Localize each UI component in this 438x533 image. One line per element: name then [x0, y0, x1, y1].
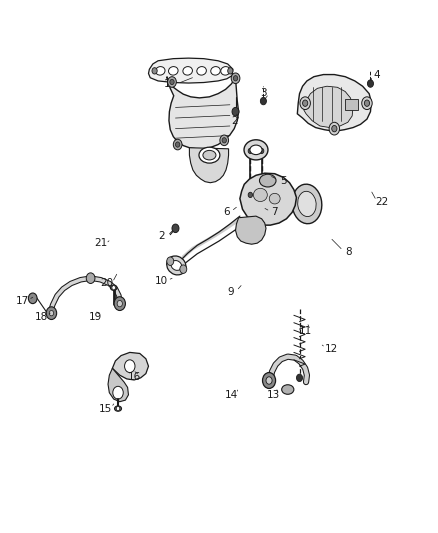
Text: 14: 14 [225, 390, 238, 400]
Circle shape [46, 307, 57, 319]
Ellipse shape [183, 67, 192, 75]
Ellipse shape [199, 147, 220, 163]
Circle shape [248, 192, 253, 198]
Ellipse shape [269, 193, 280, 204]
Text: 17: 17 [16, 296, 29, 306]
Circle shape [300, 97, 311, 110]
Polygon shape [236, 216, 266, 244]
Text: 3: 3 [260, 87, 267, 98]
Polygon shape [113, 352, 148, 380]
Text: 9: 9 [228, 287, 234, 297]
Circle shape [362, 97, 372, 110]
Circle shape [172, 224, 179, 232]
Ellipse shape [110, 285, 117, 290]
Text: 11: 11 [299, 326, 312, 336]
Text: 19: 19 [88, 312, 102, 322]
Text: 10: 10 [155, 276, 168, 286]
Circle shape [259, 192, 264, 198]
Circle shape [367, 80, 374, 87]
Circle shape [332, 125, 337, 132]
Polygon shape [297, 75, 371, 131]
Circle shape [231, 73, 240, 84]
Text: 16: 16 [127, 372, 141, 382]
Circle shape [364, 100, 370, 107]
Ellipse shape [211, 67, 220, 75]
Circle shape [117, 301, 122, 307]
Ellipse shape [259, 174, 276, 187]
Ellipse shape [298, 191, 316, 216]
Polygon shape [240, 173, 297, 225]
Ellipse shape [171, 261, 182, 270]
Circle shape [259, 148, 264, 154]
Text: 15: 15 [99, 403, 112, 414]
Circle shape [86, 273, 95, 284]
Text: 5: 5 [280, 175, 287, 185]
Circle shape [124, 360, 135, 373]
Circle shape [232, 108, 239, 116]
Ellipse shape [253, 188, 267, 201]
Circle shape [173, 139, 182, 150]
Polygon shape [148, 58, 233, 83]
Text: 21: 21 [94, 238, 107, 248]
Ellipse shape [197, 67, 206, 75]
Ellipse shape [221, 67, 230, 75]
Polygon shape [167, 77, 239, 149]
Circle shape [152, 68, 157, 74]
Circle shape [329, 122, 339, 135]
Circle shape [168, 77, 177, 87]
Ellipse shape [250, 145, 262, 155]
Ellipse shape [282, 385, 294, 394]
Circle shape [220, 135, 229, 146]
Text: 12: 12 [325, 344, 338, 354]
Text: 2: 2 [231, 116, 237, 126]
Circle shape [260, 98, 266, 105]
Text: 22: 22 [375, 197, 389, 207]
Circle shape [248, 148, 253, 154]
Ellipse shape [203, 150, 216, 160]
Circle shape [116, 407, 120, 411]
Circle shape [176, 142, 180, 147]
Circle shape [113, 386, 123, 399]
Circle shape [297, 374, 303, 382]
Circle shape [233, 76, 238, 81]
Polygon shape [189, 148, 229, 183]
Ellipse shape [244, 140, 268, 160]
Circle shape [222, 138, 226, 143]
Circle shape [167, 257, 174, 265]
Circle shape [180, 265, 187, 273]
Polygon shape [108, 368, 128, 402]
Circle shape [262, 373, 276, 389]
Ellipse shape [115, 406, 121, 411]
Text: 18: 18 [35, 312, 48, 322]
Circle shape [49, 311, 53, 316]
Circle shape [228, 68, 233, 74]
Ellipse shape [169, 67, 178, 75]
Ellipse shape [167, 256, 186, 275]
Circle shape [28, 293, 37, 304]
Text: 7: 7 [272, 207, 278, 217]
Circle shape [266, 377, 272, 384]
Ellipse shape [155, 67, 165, 75]
Circle shape [112, 286, 116, 290]
Text: 8: 8 [346, 247, 352, 257]
Text: 6: 6 [223, 207, 230, 217]
Text: 2: 2 [158, 231, 165, 241]
Text: 20: 20 [100, 278, 113, 288]
Circle shape [303, 100, 308, 107]
Text: 1: 1 [163, 78, 170, 88]
Circle shape [114, 297, 125, 311]
Text: 13: 13 [267, 390, 280, 400]
Text: 4: 4 [373, 70, 380, 79]
Ellipse shape [292, 184, 322, 224]
Polygon shape [345, 100, 358, 110]
Circle shape [170, 79, 174, 85]
Polygon shape [304, 86, 353, 127]
